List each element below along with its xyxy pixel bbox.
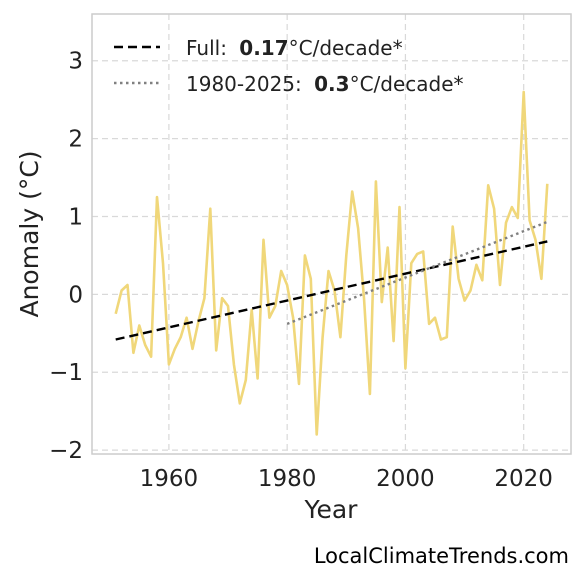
legend-label-1980: 1980-2025: 0.3°C/decade* — [186, 72, 464, 96]
legend-label-full: Full: 0.17°C/decade* — [186, 36, 403, 60]
y-tick-label: 2 — [68, 127, 83, 153]
y-tick-label: 0 — [68, 282, 83, 308]
y-tick-label: 1 — [68, 204, 83, 230]
x-tick-label: 2020 — [494, 466, 553, 492]
x-tick-label: 1980 — [258, 466, 317, 492]
grid — [92, 14, 571, 454]
y-axis-title: Anomaly (°C) — [15, 150, 44, 317]
legend-1980-unit: °C/decade* — [350, 72, 464, 96]
legend-full-unit: °C/decade* — [289, 36, 403, 60]
y-tick-label: −2 — [49, 438, 83, 464]
plot-frame — [91, 13, 572, 455]
y-tick-label: 3 — [68, 49, 83, 75]
x-tick-labels: 1960 1980 2000 2020 — [140, 466, 553, 492]
legend-full-name: Full: — [186, 36, 227, 60]
x-axis-title: Year — [304, 495, 359, 524]
x-tick-label: 2000 — [376, 466, 435, 492]
y-tick-label: −1 — [49, 360, 83, 386]
x-tick-label: 1960 — [140, 466, 199, 492]
watermark: LocalClimateTrends.com — [313, 544, 569, 568]
legend-1980-name: 1980-2025: — [186, 72, 302, 96]
legend-full-value: 0.17 — [239, 36, 288, 60]
plot-background — [92, 14, 571, 454]
legend: Full: 0.17°C/decade* 1980-2025: 0.3°C/de… — [114, 36, 464, 96]
trend-line-1980 — [286, 220, 548, 326]
series-layer — [114, 90, 549, 436]
trend-line-full — [115, 240, 548, 341]
legend-1980-value: 0.3 — [314, 72, 349, 96]
y-tick-labels: −2 −1 0 1 2 3 — [49, 49, 83, 464]
